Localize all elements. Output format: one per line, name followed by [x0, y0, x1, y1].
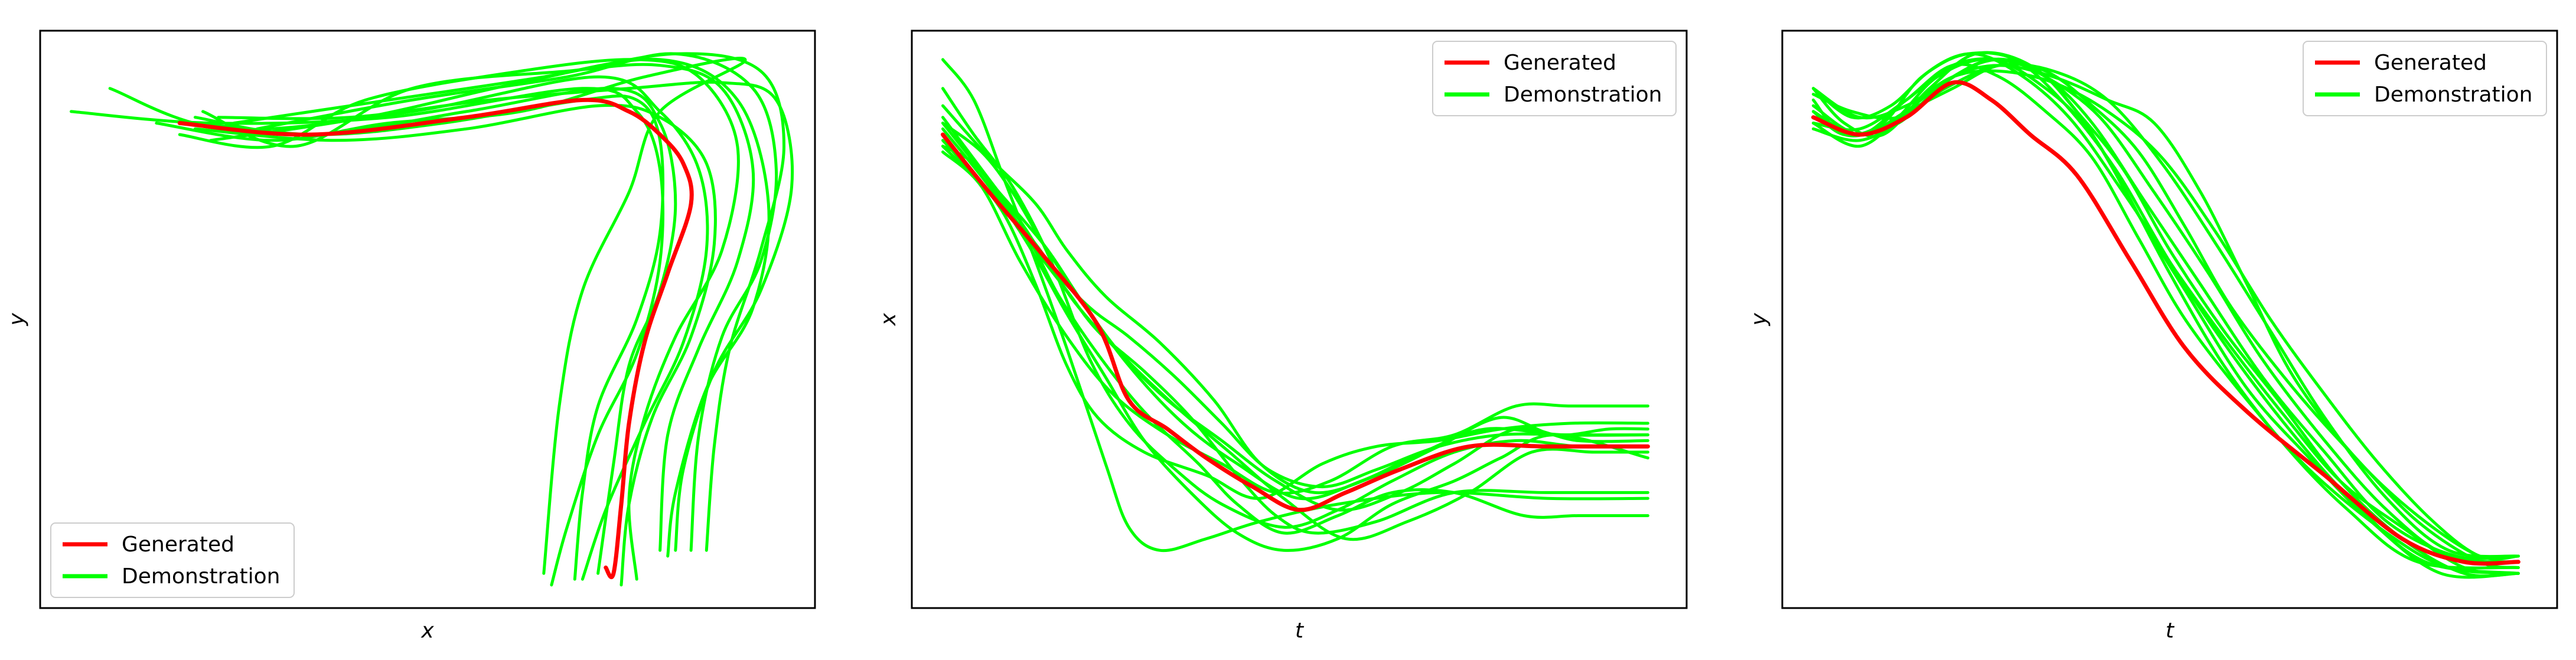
demonstration-series-line-9 [941, 150, 1649, 495]
x-axis-label: t [2166, 619, 2175, 643]
legend-box [50, 522, 295, 598]
demonstration-series-line-1 [941, 58, 1649, 553]
demonstration-series-line-12 [217, 80, 794, 552]
demonstration-series-line-11 [941, 122, 1649, 512]
y-axis-label: y [1747, 313, 1771, 326]
demonstration-series-line-5 [201, 63, 755, 552]
plot-area [912, 31, 1687, 608]
demonstration-series-line-6 [193, 103, 717, 587]
axes-frame [911, 30, 1688, 609]
demonstration-series-line-7 [941, 139, 1649, 500]
demonstration-series-line-10 [941, 122, 1649, 501]
y-axis-label: x [876, 313, 901, 326]
demonstration-series-line-9 [232, 52, 785, 552]
legend-label-demonstration: Demonstration [1504, 83, 1662, 107]
legend-label-generated: Generated [2374, 51, 2487, 75]
legend-label-demonstration: Demonstration [2374, 83, 2532, 107]
demonstration-series-line-10 [155, 57, 747, 575]
plot-area [1782, 31, 2557, 608]
chart-panel-1: x y Generated Demonstration [5, 30, 816, 643]
generated-series-line [941, 132, 1650, 512]
axes-frame [1781, 30, 2558, 609]
chart-panel-3: t y Generated Demonstration [1747, 30, 2558, 643]
legend-label-generated: Generated [1504, 51, 1616, 75]
x-axis-label: x [420, 619, 434, 643]
legend-box [2303, 41, 2547, 116]
y-axis-label: y [5, 313, 29, 326]
legend: Generated Demonstration [1432, 41, 1677, 116]
demonstration-series-line-6 [941, 104, 1649, 495]
demonstration-series-line-10 [1812, 62, 2520, 569]
demonstration-series-line-5 [941, 145, 1649, 535]
demonstration-series-line-11 [1812, 52, 2520, 575]
demonstration-series-line-8 [941, 127, 1649, 552]
demonstration-series-line-12 [1812, 69, 2520, 560]
legend: Generated Demonstration [2303, 41, 2547, 116]
chart-panel-2: t x Generated Demonstration [876, 30, 1688, 643]
demonstration-series-line-3 [941, 87, 1649, 529]
legend-label-demonstration: Demonstration [122, 564, 280, 589]
generated-series-line [177, 97, 694, 580]
generated-series-line [1811, 80, 2520, 566]
demonstration-series-line-7 [1812, 57, 2520, 560]
x-axis-label: t [1295, 619, 1305, 643]
legend-label-generated: Generated [122, 532, 234, 557]
legend: Generated Demonstration [50, 522, 295, 598]
axes-frame [39, 30, 816, 609]
legend-box [1432, 41, 1677, 116]
